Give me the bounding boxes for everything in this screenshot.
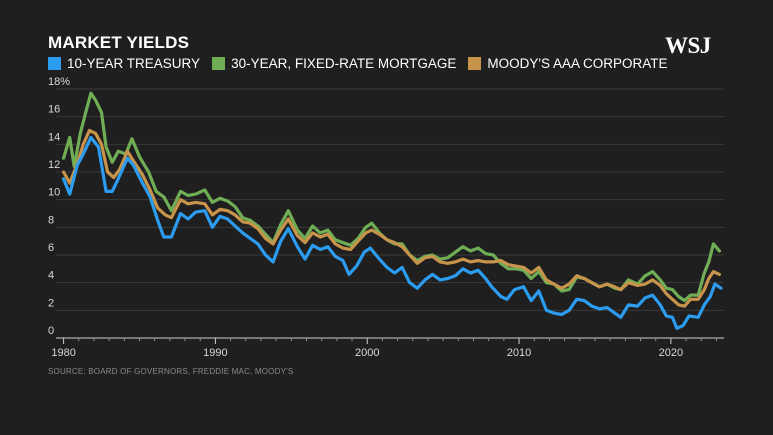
y-tick-label: 2 bbox=[48, 297, 54, 309]
y-tick-label: 6 bbox=[48, 242, 54, 254]
y-tick-label: 12 bbox=[48, 159, 60, 171]
y-tick-label: 14 bbox=[48, 131, 60, 143]
wsj-logo: WSJ bbox=[665, 33, 711, 58]
legend-item-corporate: MOODY'S AAA CORPORATE bbox=[468, 56, 667, 71]
x-tick-label: 1980 bbox=[51, 347, 75, 359]
legend-swatch-corporate bbox=[468, 57, 482, 70]
series-line-treasury bbox=[62, 135, 723, 330]
series-line-corporate bbox=[62, 128, 721, 308]
chart-title: MARKET YIELDS bbox=[48, 33, 190, 52]
x-tick-label: 2020 bbox=[659, 347, 683, 359]
legend-label-corporate: MOODY'S AAA CORPORATE bbox=[487, 56, 668, 71]
x-tick-label: 1990 bbox=[203, 347, 227, 359]
y-tick-label: 10 bbox=[48, 187, 60, 199]
chart-legend: 10-YEAR TREASURY 30-YEAR, FIXED-RATE MOR… bbox=[48, 56, 667, 71]
legend-swatch-treasury bbox=[48, 57, 61, 70]
legend-item-mortgage: 30-YEAR, FIXED-RATE MORTGAGE bbox=[212, 56, 456, 71]
y-tick-label: 4 bbox=[48, 270, 54, 282]
legend-item-treasury: 10-YEAR TREASURY bbox=[48, 56, 200, 71]
y-tick-label: 18% bbox=[48, 76, 70, 88]
y-tick-label: 0 bbox=[48, 325, 54, 337]
x-tick-label: 2010 bbox=[507, 347, 531, 359]
y-tick-label: 16 bbox=[48, 104, 60, 116]
x-tick-label: 2000 bbox=[355, 347, 379, 359]
y-tick-label: 8 bbox=[48, 214, 54, 226]
source-note: SOURCE: BOARD OF GOVERNORS, FREDDIE MAC,… bbox=[48, 367, 294, 376]
legend-label-mortgage: 30-YEAR, FIXED-RATE MORTGAGE bbox=[231, 56, 457, 71]
legend-label-treasury: 10-YEAR TREASURY bbox=[67, 56, 201, 71]
legend-swatch-mortgage bbox=[212, 57, 226, 70]
